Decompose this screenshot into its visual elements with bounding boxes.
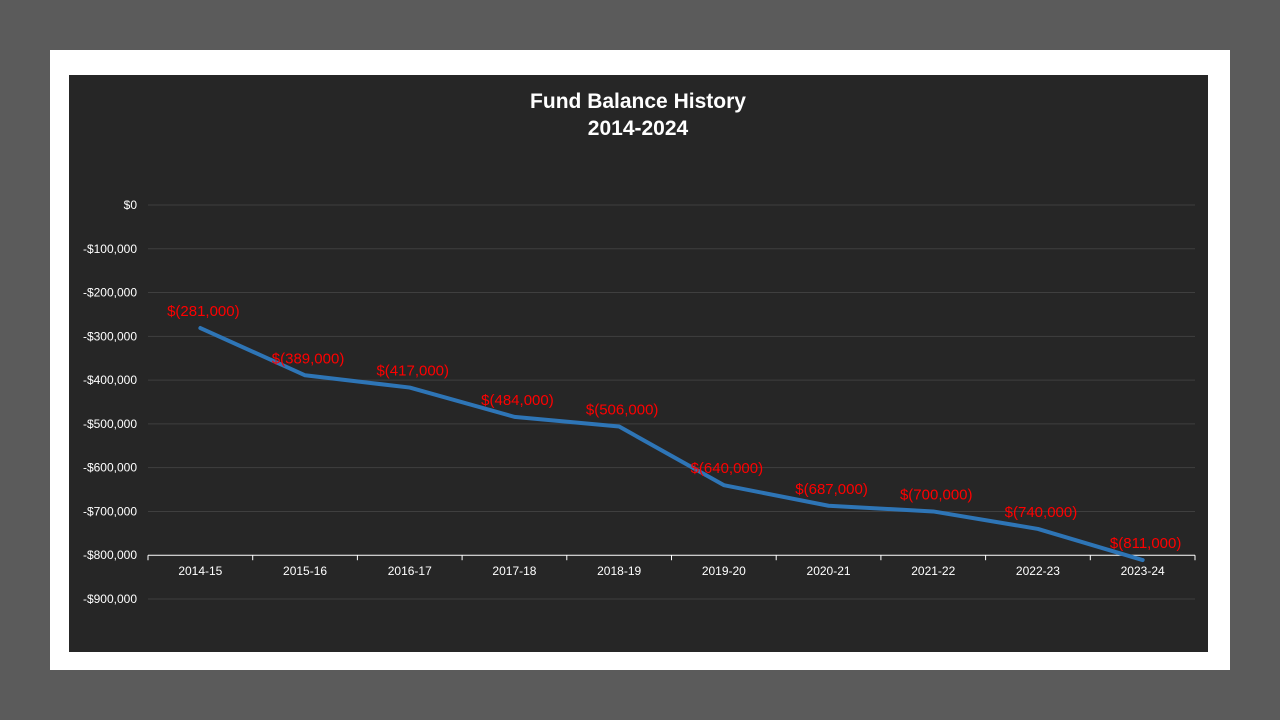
data-label: $(740,000) [1005, 504, 1078, 521]
data-label: $(281,000) [167, 303, 240, 320]
data-label: $(640,000) [691, 460, 764, 477]
x-tick-label: 2017-18 [492, 564, 536, 578]
chart-title: Fund Balance History [530, 90, 746, 113]
x-tick-label: 2018-19 [597, 564, 641, 578]
data-label: $(811,000) [1110, 535, 1181, 552]
y-tick-label: -$200,000 [83, 286, 137, 300]
y-tick-label: -$300,000 [83, 329, 137, 343]
y-tick-label: -$100,000 [83, 242, 137, 256]
series-line [198, 326, 1145, 563]
x-tick-label: 2019-20 [702, 564, 746, 578]
x-tick-label: 2021-22 [911, 564, 955, 578]
x-tick-label: 2020-21 [807, 564, 851, 578]
x-tick-label: 2023-24 [1121, 564, 1165, 578]
chart-subtitle: 2014-2024 [588, 117, 689, 140]
x-tick-label: 2014-15 [178, 564, 222, 578]
data-label: $(700,000) [900, 486, 973, 503]
y-tick-label: -$800,000 [83, 548, 137, 562]
data-label: $(417,000) [376, 363, 449, 380]
y-tick-label: -$900,000 [83, 592, 137, 606]
data-label: $(484,000) [481, 392, 554, 409]
x-tick-label: 2022-23 [1016, 564, 1060, 578]
y-tick-label: -$600,000 [83, 461, 137, 475]
y-tick-label: -$700,000 [83, 504, 137, 518]
x-tick-label: 2015-16 [283, 564, 327, 578]
data-label: $(687,000) [795, 481, 868, 498]
y-tick-label: -$400,000 [83, 373, 137, 387]
data-label: $(389,000) [272, 350, 345, 367]
chart-area [69, 75, 1208, 652]
y-tick-label: -$500,000 [83, 417, 137, 431]
x-tick-label: 2016-17 [388, 564, 432, 578]
data-label: $(506,000) [586, 402, 659, 419]
y-tick-label: $0 [124, 198, 138, 212]
